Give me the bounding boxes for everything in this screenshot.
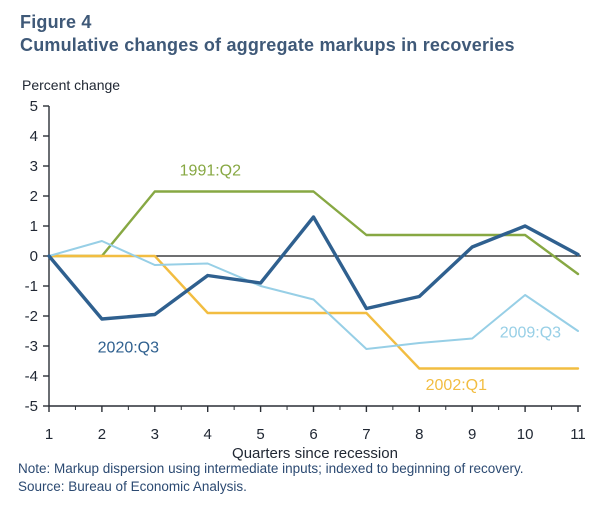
x-axis-tick-label: 5 <box>256 426 264 443</box>
chart-note: Note: Markup dispersion using intermedia… <box>18 461 524 476</box>
x-axis-title: Quarters since recession <box>232 445 398 462</box>
x-axis-tick-label: 8 <box>415 426 423 443</box>
y-axis-tick-label: 0 <box>30 248 38 265</box>
figure-number: Figure 4 <box>20 12 92 32</box>
series-line-1991-q2 <box>47 190 580 276</box>
chart-title: Cumulative changes of aggregate markups … <box>20 35 515 55</box>
x-axis-tick-label: 6 <box>309 426 317 443</box>
x-axis-tick-label: 7 <box>362 426 370 443</box>
y-axis-tick-label: 4 <box>30 128 38 145</box>
y-axis-tick-label: 5 <box>30 98 38 115</box>
x-axis-tick-label: 2 <box>98 426 106 443</box>
y-axis-unit-label: Percent change <box>22 77 121 93</box>
series-label-1991-q2: 1991:Q2 <box>180 163 241 180</box>
x-axis-tick-label: 10 <box>517 426 534 443</box>
series-line-2009-q3 <box>48 240 579 350</box>
series-line-2020-q3 <box>47 215 580 321</box>
x-axis-tick-label: 1 <box>45 426 53 443</box>
series-label-2002-q1: 2002:Q1 <box>426 377 487 394</box>
x-axis-tick-label: 3 <box>151 426 159 443</box>
chart-source: Source: Bureau of Economic Analysis. <box>18 479 247 494</box>
y-axis-tick-label: -1 <box>25 278 38 295</box>
x-axis-tick-label: 4 <box>204 426 212 443</box>
x-axis-tick-label: 9 <box>468 426 476 443</box>
y-axis-tick-label: 1 <box>30 218 38 235</box>
series-label-2020-q3: 2020:Q3 <box>98 340 159 357</box>
x-axis-tick-label: 11 <box>570 426 586 443</box>
y-axis-tick-label: -5 <box>25 398 38 415</box>
y-axis-tick-label: -4 <box>25 368 38 385</box>
y-axis-tick-label: 2 <box>30 188 38 205</box>
series-label-2009-q3: 2009:Q3 <box>500 325 561 342</box>
y-axis-tick-label: 3 <box>30 158 38 175</box>
y-axis-tick-label: -3 <box>25 338 38 355</box>
y-axis-tick-label: -2 <box>25 308 38 325</box>
